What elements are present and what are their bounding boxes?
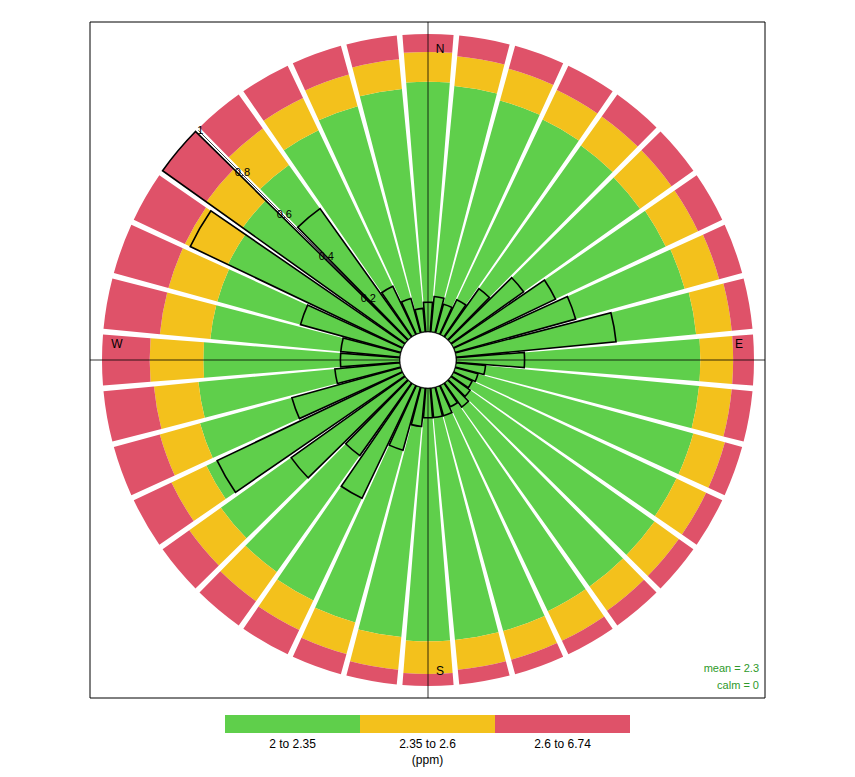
svg-text:mean = 2.3: mean = 2.3 bbox=[704, 662, 759, 674]
svg-text:0.2: 0.2 bbox=[361, 292, 376, 304]
svg-text:E: E bbox=[735, 337, 743, 351]
svg-text:S: S bbox=[436, 664, 444, 678]
svg-text:0.8: 0.8 bbox=[235, 166, 250, 178]
svg-text:1: 1 bbox=[197, 124, 203, 136]
svg-text:W: W bbox=[111, 337, 123, 351]
svg-text:(ppm): (ppm) bbox=[412, 753, 443, 767]
svg-text:0.6: 0.6 bbox=[277, 208, 292, 220]
svg-text:0.4: 0.4 bbox=[319, 250, 334, 262]
svg-text:2.6 to 6.74: 2.6 to 6.74 bbox=[534, 737, 591, 751]
svg-text:N: N bbox=[436, 42, 445, 56]
svg-text:2.35 to 2.6: 2.35 to 2.6 bbox=[399, 737, 456, 751]
svg-text:2 to 2.35: 2 to 2.35 bbox=[269, 737, 316, 751]
svg-text:calm = 0: calm = 0 bbox=[717, 679, 759, 691]
